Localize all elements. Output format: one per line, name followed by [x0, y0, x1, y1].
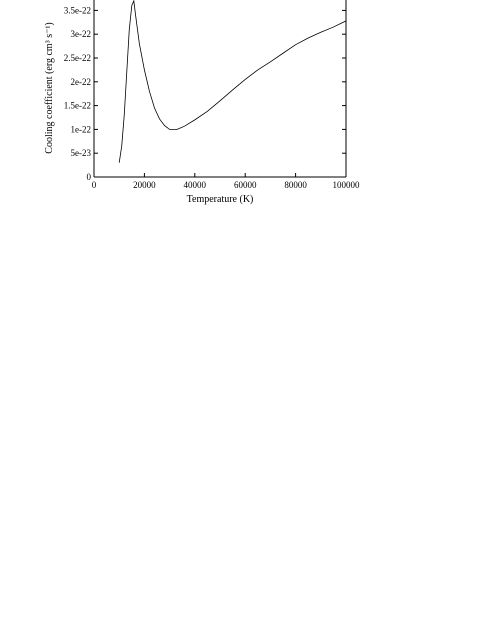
y-tick-label-3: 1.5e-22 [64, 101, 91, 111]
chart-axes [93, 0, 347, 178]
x-tick-label-4: 80000 [284, 180, 307, 190]
y-tick-label-7: 3.5e-22 [64, 5, 91, 15]
series-line-0 [118, 0, 346, 163]
y-tick-label-6: 3e-22 [71, 29, 92, 39]
y-tick-label-1: 5e-23 [71, 148, 92, 158]
y-ticks: 0 5e-23 1e-22 1.5e-22 2e-22 2.5e-22 3e-22 3.5e-… [64, 5, 346, 182]
x-axis-title: Temperature (K) [187, 194, 254, 205]
y-tick-label-0: 0 [87, 172, 92, 182]
x-ticks: 0 20000 40000 60000 80000 100000 [92, 173, 360, 190]
x-tick-label-5: 100000 [333, 180, 361, 190]
series-group [118, 0, 346, 163]
x-tick-label-0: 0 [92, 180, 97, 190]
y-axis-title: Cooling coefficient (erg cm³ s⁻¹) [44, 22, 55, 153]
y-tick-label-4: 2e-22 [71, 77, 92, 87]
x-tick-label-2: 40000 [184, 180, 207, 190]
x-tick-label-3: 60000 [234, 180, 257, 190]
x-tick-label-1: 20000 [133, 180, 156, 190]
y-tick-label-5: 2.5e-22 [64, 53, 91, 63]
y-tick-label-2: 1e-22 [71, 124, 92, 134]
